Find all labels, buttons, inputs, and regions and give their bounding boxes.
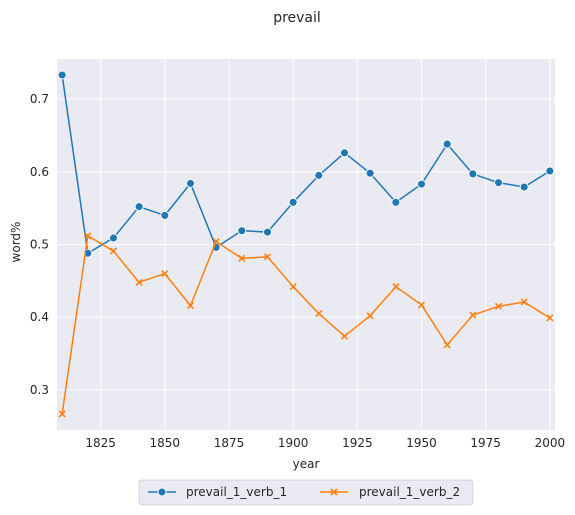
- data-point: [58, 410, 66, 418]
- data-point-stroke: [263, 253, 272, 261]
- data-point: [340, 332, 349, 340]
- x-tick-label: 1850: [150, 436, 181, 450]
- data-point-stroke: [546, 314, 554, 322]
- series-line: [61, 235, 551, 415]
- data-point-stroke: [494, 302, 503, 310]
- y-tick-label: 0.4: [30, 310, 49, 324]
- data-point-stroke: [58, 410, 66, 418]
- data-point-stroke: [469, 311, 477, 319]
- x-tick-label: 1925: [342, 436, 373, 450]
- data-point-stroke: [315, 310, 323, 318]
- y-tick-label: 0.5: [30, 238, 49, 252]
- data-point: [109, 247, 118, 255]
- x-tick-label: 1875: [214, 436, 245, 450]
- data-point: [545, 166, 555, 176]
- data-point-stroke: [238, 254, 246, 262]
- data-point-stroke: [340, 332, 349, 340]
- series-line: [61, 74, 551, 254]
- data-point: [314, 170, 324, 180]
- data-point: [391, 197, 401, 207]
- x-tick-label: 1825: [85, 436, 116, 450]
- data-point: [135, 278, 143, 286]
- grid-lines: [57, 59, 555, 430]
- data-point-stroke: [392, 283, 400, 291]
- data-point: [186, 302, 195, 310]
- data-point-stroke: [161, 270, 169, 278]
- data-point: [212, 238, 220, 246]
- data-point: [494, 302, 503, 310]
- data-point: [288, 197, 298, 207]
- data-point-stroke: [135, 278, 143, 286]
- data-point: [57, 70, 67, 80]
- legend-marker: [330, 488, 338, 496]
- legend-marker-stroke: [330, 488, 338, 496]
- data-point: [365, 168, 375, 178]
- data-point: [134, 202, 144, 212]
- data-point: [109, 233, 118, 243]
- data-point: [417, 179, 426, 189]
- data-point: [520, 298, 528, 306]
- data-point: [237, 226, 247, 236]
- legend-marker-series-1: [157, 487, 167, 497]
- x-tick-label: 1975: [470, 436, 501, 450]
- legend-label-series-2: prevail_1_verb_2: [359, 485, 460, 499]
- legend-box: [138, 479, 474, 506]
- data-point: [469, 311, 477, 319]
- data-point: [417, 301, 426, 309]
- data-point-stroke: [289, 283, 297, 291]
- series-1: [57, 70, 555, 258]
- data-point: [546, 314, 554, 322]
- data-point: [443, 341, 451, 349]
- series-2: [58, 232, 554, 418]
- legend-marker: [157, 487, 167, 497]
- data-point: [160, 210, 170, 220]
- data-point: [315, 310, 323, 318]
- y-axis-label: word%: [9, 222, 23, 263]
- data-point: [263, 227, 272, 237]
- data-point-stroke: [186, 302, 195, 310]
- data-point: [519, 182, 529, 192]
- data-point: [494, 178, 503, 188]
- chart-title: prevail: [273, 10, 321, 26]
- data-point: [263, 253, 272, 261]
- data-point-stroke: [212, 238, 220, 246]
- data-point: [340, 148, 349, 158]
- data-point: [366, 312, 374, 320]
- data-point-stroke: [366, 312, 374, 320]
- data-point: [186, 178, 195, 188]
- legend-marker-series-2: [330, 488, 338, 496]
- data-point-stroke: [109, 247, 118, 255]
- data-point: [442, 139, 452, 149]
- x-tick-label: 1900: [278, 436, 309, 450]
- x-tick-label: 1950: [406, 436, 437, 450]
- x-axis-ticks: 1825 1850 1875 1900 1925 1950 1975 2000: [85, 436, 565, 450]
- x-tick-label: 2000: [535, 436, 566, 450]
- data-point-stroke: [84, 232, 92, 240]
- x-axis-label: year: [293, 457, 320, 471]
- legend: prevail_1_verb_1 prevail_1_verb_2: [138, 479, 474, 506]
- y-axis-ticks: 0.3 0.4 0.5 0.6 0.7: [30, 92, 49, 397]
- data-point: [161, 270, 169, 278]
- y-tick-label: 0.6: [30, 165, 49, 179]
- data-point: [392, 283, 400, 291]
- data-point: [289, 283, 297, 291]
- data-point-stroke: [443, 341, 451, 349]
- data-point: [238, 254, 246, 262]
- data-point-stroke: [417, 301, 426, 309]
- series-layer: [57, 70, 555, 418]
- data-point: [84, 232, 92, 240]
- data-point-stroke: [520, 298, 528, 306]
- data-point: [468, 169, 478, 179]
- y-tick-label: 0.7: [30, 92, 49, 106]
- y-tick-label: 0.3: [30, 383, 49, 397]
- legend-label-series-1: prevail_1_verb_1: [186, 485, 287, 499]
